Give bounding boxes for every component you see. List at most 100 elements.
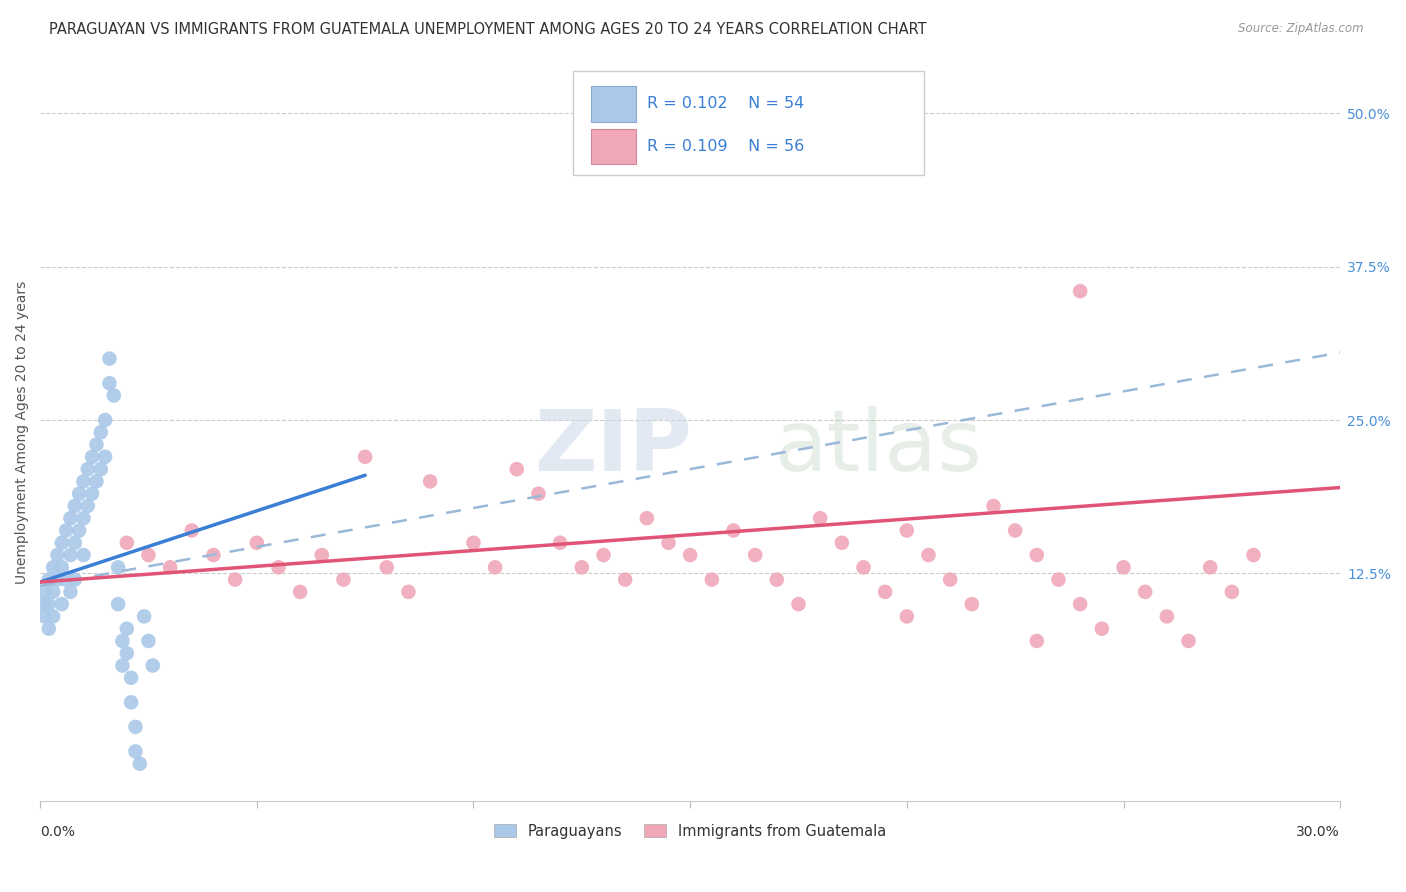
- Point: [76, 462, 98, 476]
- Point: [34, 597, 56, 611]
- Point: [723, 524, 745, 538]
- Point: [1025, 548, 1047, 562]
- Point: [107, 597, 129, 611]
- Point: [1112, 560, 1135, 574]
- Point: [98, 376, 121, 391]
- Point: [42, 585, 65, 599]
- Point: [46, 548, 69, 562]
- Point: [288, 585, 311, 599]
- Point: [787, 597, 810, 611]
- Point: [34, 609, 56, 624]
- Point: [332, 573, 354, 587]
- Point: [138, 634, 160, 648]
- Point: [960, 597, 983, 611]
- Point: [107, 560, 129, 574]
- Point: [1220, 585, 1243, 599]
- Point: [506, 462, 529, 476]
- Point: [55, 524, 77, 538]
- Point: [124, 720, 146, 734]
- Point: [82, 486, 104, 500]
- Point: [1156, 609, 1178, 624]
- Point: [246, 535, 269, 549]
- Point: [311, 548, 333, 562]
- Point: [86, 437, 108, 451]
- Point: [896, 524, 918, 538]
- Point: [1004, 524, 1026, 538]
- Point: [1047, 573, 1070, 587]
- Point: [59, 585, 82, 599]
- Text: 30.0%: 30.0%: [1296, 825, 1340, 839]
- Text: ZIP: ZIP: [534, 406, 692, 489]
- Point: [124, 744, 146, 758]
- Point: [55, 573, 77, 587]
- Point: [67, 486, 90, 500]
- Point: [592, 548, 614, 562]
- FancyBboxPatch shape: [574, 71, 924, 175]
- Point: [111, 634, 134, 648]
- Point: [59, 548, 82, 562]
- Point: [614, 155, 637, 169]
- Point: [700, 573, 723, 587]
- Point: [917, 548, 939, 562]
- Point: [111, 658, 134, 673]
- FancyBboxPatch shape: [592, 128, 636, 164]
- Point: [1243, 548, 1265, 562]
- Point: [115, 646, 138, 660]
- Point: [1177, 634, 1199, 648]
- Point: [51, 560, 73, 574]
- Point: [354, 450, 377, 464]
- Point: [72, 511, 94, 525]
- Point: [142, 658, 165, 673]
- Point: [90, 462, 112, 476]
- Point: [34, 585, 56, 599]
- Point: [86, 475, 108, 489]
- Point: [94, 450, 117, 464]
- Point: [1025, 634, 1047, 648]
- Point: [375, 560, 398, 574]
- Point: [51, 535, 73, 549]
- Point: [896, 609, 918, 624]
- Point: [224, 573, 246, 587]
- Point: [1091, 622, 1114, 636]
- Point: [1069, 597, 1091, 611]
- Point: [766, 573, 789, 587]
- Point: [267, 560, 290, 574]
- Point: [128, 756, 150, 771]
- Point: [72, 548, 94, 562]
- Point: [51, 597, 73, 611]
- Point: [115, 622, 138, 636]
- Point: [98, 351, 121, 366]
- Point: [38, 622, 60, 636]
- Point: [67, 524, 90, 538]
- Point: [134, 609, 156, 624]
- Point: [1069, 284, 1091, 298]
- Point: [852, 560, 875, 574]
- Text: 0.0%: 0.0%: [41, 825, 75, 839]
- Point: [94, 413, 117, 427]
- Point: [59, 511, 82, 525]
- Text: atlas: atlas: [775, 406, 983, 489]
- Point: [1199, 560, 1222, 574]
- Point: [63, 499, 86, 513]
- Point: [419, 475, 441, 489]
- Point: [463, 535, 485, 549]
- Point: [202, 548, 225, 562]
- Point: [679, 548, 702, 562]
- Point: [744, 548, 766, 562]
- Point: [614, 573, 637, 587]
- Point: [831, 535, 853, 549]
- Point: [42, 609, 65, 624]
- Point: [548, 535, 571, 549]
- Point: [82, 450, 104, 464]
- Y-axis label: Unemployment Among Ages 20 to 24 years: Unemployment Among Ages 20 to 24 years: [15, 281, 30, 584]
- Point: [63, 573, 86, 587]
- Point: [120, 695, 142, 709]
- Point: [657, 535, 679, 549]
- Text: Source: ZipAtlas.com: Source: ZipAtlas.com: [1239, 22, 1364, 36]
- Point: [42, 560, 65, 574]
- Point: [808, 511, 831, 525]
- Point: [484, 560, 506, 574]
- Point: [983, 499, 1005, 513]
- Point: [138, 548, 160, 562]
- Point: [120, 671, 142, 685]
